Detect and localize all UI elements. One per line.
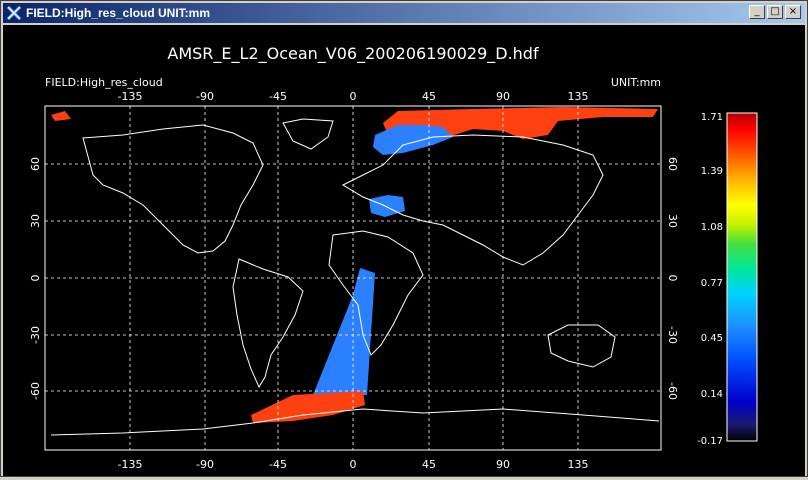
lat-tick-right: 0 <box>666 275 679 282</box>
colorbar-tick: 1.39 <box>701 166 723 177</box>
field-label: FIELD:High_res_cloud <box>45 76 163 89</box>
title-bar[interactable]: FIELD:High_res_cloud UNIT:mm _ □ × <box>3 3 805 23</box>
maximize-button[interactable]: □ <box>767 5 783 19</box>
colorbar-tick: 0.14 <box>701 389 723 400</box>
lat-tick-left: -60 <box>29 382 42 400</box>
lat-tick-left: -30 <box>29 326 42 344</box>
swath-arctic-red <box>383 107 658 139</box>
plot-title: AMSR_E_L2_Ocean_V06_200206190029_D.hdf <box>167 44 539 64</box>
colorbar-ticks: 1.71 1.39 1.08 0.77 0.45 0.14 -0.17 <box>697 112 723 447</box>
colorbar-tick: 1.08 <box>701 222 723 233</box>
lat-tick-right: 60 <box>666 157 679 171</box>
lon-tick-bottom: 135 <box>568 458 589 471</box>
close-button[interactable]: × <box>785 5 801 19</box>
unit-label: UNIT:mm <box>611 76 661 89</box>
lat-tick-left: 0 <box>29 275 42 282</box>
lon-tick-bottom: -135 <box>118 458 143 471</box>
lon-ticks-bottom: -135 -90 -45 0 45 90 135 <box>118 458 589 471</box>
colorbar-tick: 0.45 <box>701 333 723 344</box>
lon-tick-top: -135 <box>118 90 143 103</box>
lon-tick-top: 45 <box>422 90 436 103</box>
lat-tick-left: 30 <box>29 214 42 228</box>
map-plot: AMSR_E_L2_Ocean_V06_200206190029_D.hdf F… <box>29 44 758 471</box>
lon-tick-top: 0 <box>350 90 357 103</box>
lon-tick-bottom: -45 <box>269 458 287 471</box>
lon-ticks-top: -135 -90 -45 0 45 90 135 <box>118 90 589 103</box>
colorbar <box>726 112 758 442</box>
colorbar-tick: -0.17 <box>697 436 723 447</box>
lat-tick-right: -30 <box>666 326 679 344</box>
lon-tick-bottom: -90 <box>196 458 214 471</box>
lon-tick-bottom: 45 <box>422 458 436 471</box>
colorbar-tick: 1.71 <box>701 112 723 123</box>
colorbar-tick: 0.77 <box>701 278 723 289</box>
swath-nwpacific-red <box>51 111 71 121</box>
data-swaths <box>51 107 658 423</box>
lon-tick-bottom: 0 <box>350 458 357 471</box>
plot-canvas: AMSR_E_L2_Ocean_V06_200206190029_D.hdf F… <box>3 25 805 476</box>
swath-antarctic-red <box>251 391 365 423</box>
lat-tick-right: 30 <box>666 214 679 228</box>
lon-tick-bottom: 90 <box>496 458 510 471</box>
swath-arctic-blue <box>373 125 453 155</box>
graticule <box>45 106 661 450</box>
lat-ticks-left: 60 30 0 -30 -60 <box>29 157 42 400</box>
lon-tick-top: 135 <box>568 90 589 103</box>
lon-tick-top: -90 <box>196 90 214 103</box>
minimize-button[interactable]: _ <box>749 5 765 19</box>
window-title: FIELD:High_res_cloud UNIT:mm <box>26 6 211 20</box>
lat-tick-left: 60 <box>29 157 42 171</box>
lon-tick-top: 90 <box>496 90 510 103</box>
lat-tick-right: -60 <box>666 382 679 400</box>
lat-ticks-right: 60 30 0 -30 -60 <box>666 157 679 400</box>
swath-atlantic-blue <box>313 268 375 395</box>
idl-app-icon <box>6 5 22 21</box>
lon-tick-top: -45 <box>269 90 287 103</box>
